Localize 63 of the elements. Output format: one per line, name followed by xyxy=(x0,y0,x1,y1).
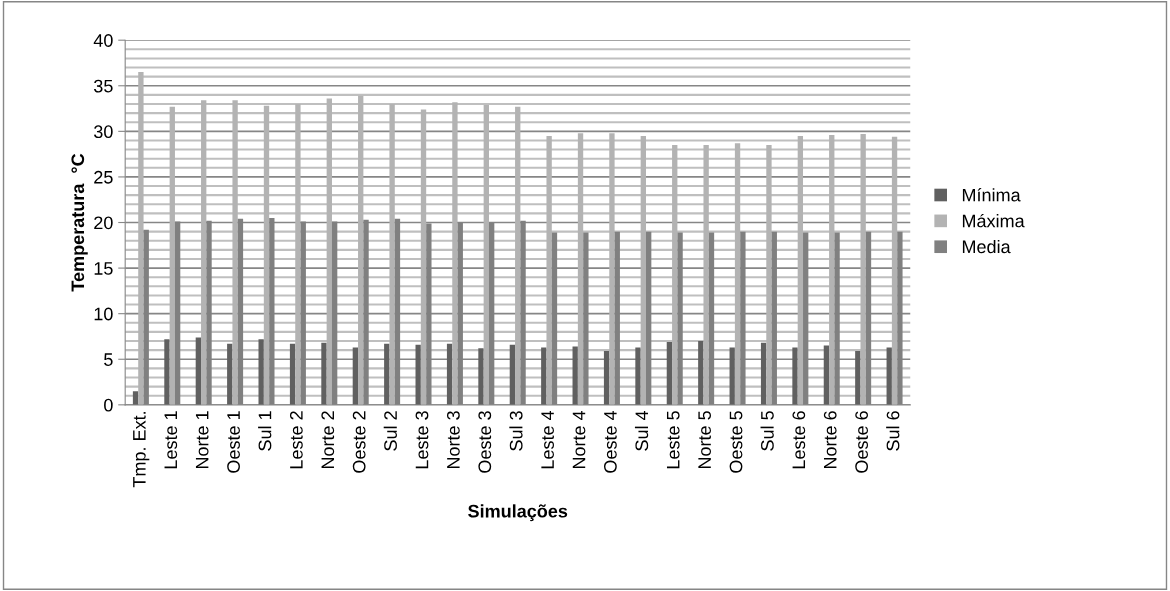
bar xyxy=(792,347,798,405)
x-tick-label: Sul 1 xyxy=(258,411,272,451)
x-tick-label: Sul 6 xyxy=(886,411,900,451)
bar xyxy=(760,342,767,405)
x-tick-label: Leste 6 xyxy=(792,411,806,469)
bar xyxy=(855,351,861,405)
x-tick-label: Norte 1 xyxy=(195,411,209,469)
x-tick-label: Oeste 5 xyxy=(729,411,743,473)
legend-label: Máxima xyxy=(962,213,1025,228)
y-tick-label: 20 xyxy=(94,216,113,230)
x-tick-label: Oeste 3 xyxy=(478,411,492,473)
x-tick-label: Oeste 1 xyxy=(227,411,240,473)
y-tick-label: 40 xyxy=(93,34,113,47)
x-tick-label: Sul 3 xyxy=(509,411,523,451)
bar xyxy=(729,347,735,405)
bar xyxy=(666,341,673,405)
bar xyxy=(289,343,296,405)
x-tick-label: Norte 5 xyxy=(698,411,711,469)
y-tick-label: 30 xyxy=(93,125,113,139)
bar xyxy=(572,346,578,405)
legend-label: Mínima xyxy=(962,188,1021,202)
bar xyxy=(446,343,453,405)
x-tick-label: Sul 4 xyxy=(634,410,649,451)
bar xyxy=(823,345,830,405)
x-tick-label: Norte 2 xyxy=(321,411,335,469)
bar xyxy=(603,351,610,405)
x-tick-label: Oeste 4 xyxy=(603,410,617,473)
y-tick-label: 15 xyxy=(94,262,113,275)
x-tick-label: Norte 6 xyxy=(823,411,837,469)
bar xyxy=(886,347,892,405)
y-tick-label: 0 xyxy=(104,398,113,412)
bar xyxy=(509,344,516,405)
x-tick-label: Leste 4 xyxy=(541,410,554,469)
x-tick-label: Leste 5 xyxy=(666,411,680,469)
x-tick-label: Norte 4 xyxy=(572,410,586,469)
x-tick-label: Sul 2 xyxy=(383,411,397,451)
bar xyxy=(195,337,202,405)
bar xyxy=(541,347,547,405)
x-tick-label: Oeste 2 xyxy=(352,411,366,473)
y-tick-label: 5 xyxy=(104,353,113,366)
x-tick-label: Norte 3 xyxy=(446,411,460,469)
bar xyxy=(384,343,390,405)
x-axis-title: Simulações xyxy=(468,504,568,522)
x-tick-label: Leste 2 xyxy=(289,411,303,469)
x-tick-label: Oeste 6 xyxy=(855,411,868,473)
bar xyxy=(698,341,704,405)
x-tick-label: Leste 1 xyxy=(164,411,178,469)
bar xyxy=(415,344,421,405)
legend-label: Media xyxy=(962,239,1011,254)
y-tick-label: 25 xyxy=(94,170,113,184)
bar xyxy=(478,348,484,405)
bar xyxy=(227,343,233,405)
bar xyxy=(352,347,359,405)
bar xyxy=(321,342,327,405)
y-tick-label: 35 xyxy=(93,79,113,93)
y-tick-label: 10 xyxy=(94,307,113,321)
x-tick-label: Tmp. Ext. xyxy=(133,412,150,488)
bar xyxy=(258,339,264,405)
bar xyxy=(635,347,641,405)
x-tick-label: Leste 3 xyxy=(415,411,429,469)
bar xyxy=(164,339,170,405)
x-tick-label: Sul 5 xyxy=(760,411,774,451)
y-axis-title: Temperatura °C xyxy=(71,153,88,292)
